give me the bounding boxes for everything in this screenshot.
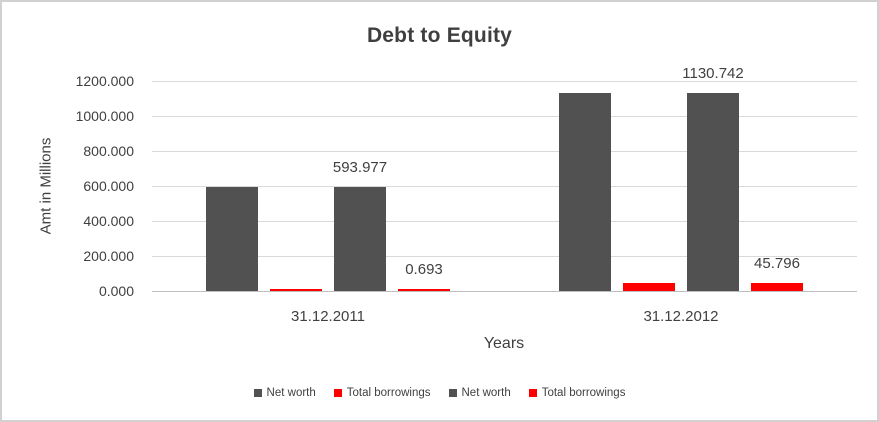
legend-label: Total borrowings xyxy=(346,387,431,399)
x-axis-line xyxy=(152,291,857,292)
data-label: 0.693 xyxy=(405,261,443,278)
legend-item: Total borrowings xyxy=(528,387,626,399)
data-label: 593.977 xyxy=(332,159,388,176)
total-borrowings-bar xyxy=(623,283,675,291)
y-tick-label: 600.000 xyxy=(83,178,134,194)
x-category-label: 31.12.2012 xyxy=(643,308,719,325)
x-category-label: 31.12.2011 xyxy=(291,308,365,325)
total-borrowings-bar xyxy=(270,289,322,291)
legend-item: Net worth xyxy=(448,387,511,399)
net-worth-bar xyxy=(334,187,386,291)
y-tick-label: 1200.000 xyxy=(75,73,134,89)
legend-swatch-icon xyxy=(448,389,457,397)
gridline xyxy=(152,81,857,82)
net-worth-bar xyxy=(687,93,739,291)
legend-label: Net worth xyxy=(461,387,511,399)
y-tick-label: 1000.000 xyxy=(75,108,134,124)
gridline xyxy=(152,256,857,257)
legend: Net worth Total borrowings Net worth Total … xyxy=(2,385,877,401)
legend-item: Total borrowings xyxy=(333,387,431,399)
legend-item: Net worth xyxy=(253,387,316,399)
gridline xyxy=(152,151,857,152)
gridline xyxy=(152,221,857,222)
chart-title: Debt to Equity xyxy=(366,24,513,47)
legend-swatch-icon xyxy=(253,389,262,397)
y-tick-label: 400.000 xyxy=(83,213,134,229)
data-label: 45.796 xyxy=(754,255,800,272)
y-tick-label: 0.000 xyxy=(98,283,134,299)
y-tick-label: 800.000 xyxy=(83,143,134,159)
legend-swatch-icon xyxy=(333,389,342,397)
x-axis-title: Years xyxy=(483,335,525,352)
legend-label: Net worth xyxy=(266,387,316,399)
legend-label: Total borrowings xyxy=(541,387,626,399)
total-borrowings-bar xyxy=(751,283,803,291)
total-borrowings-bar xyxy=(398,289,450,291)
data-label: 1130.742 xyxy=(682,65,744,82)
gridline xyxy=(152,186,857,187)
gridline xyxy=(152,116,857,117)
y-tick-label: 200.000 xyxy=(83,248,134,264)
legend-swatch-icon xyxy=(528,389,537,397)
net-worth-bar xyxy=(559,93,611,291)
net-worth-bar xyxy=(206,187,258,291)
